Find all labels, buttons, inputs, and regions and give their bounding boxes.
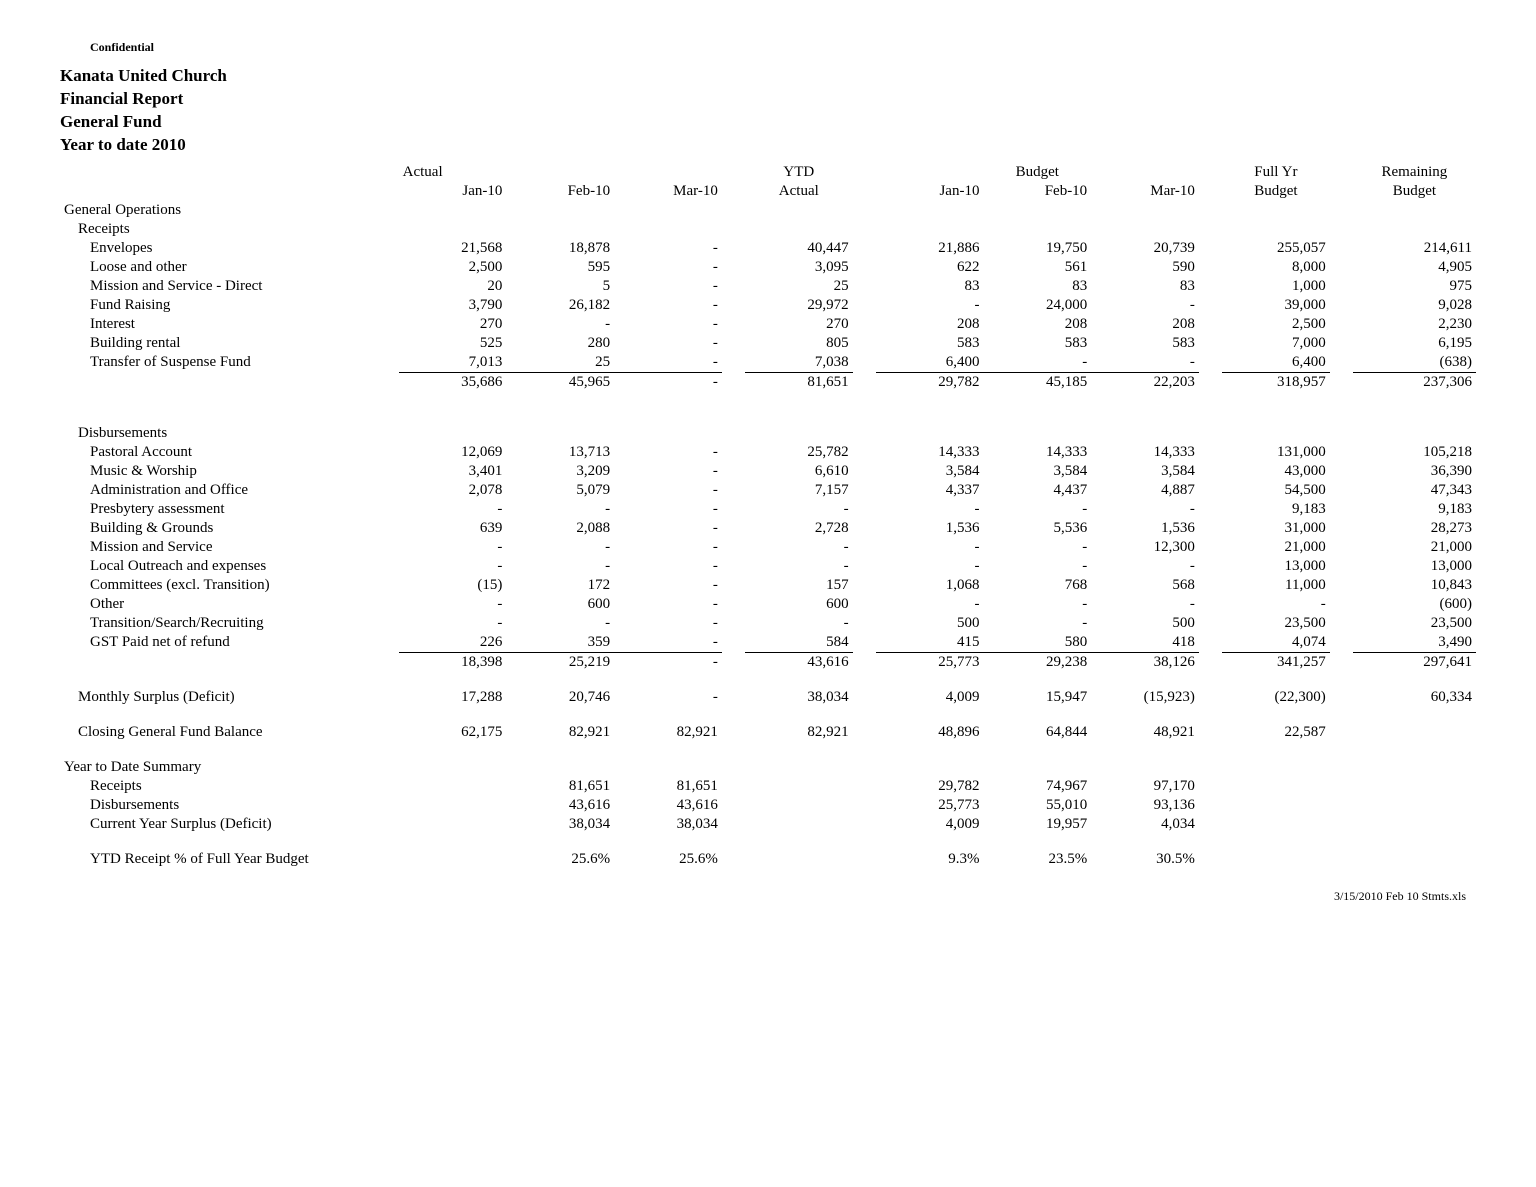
row-outreach: Local Outreach and expenses --- - --- 13… [60,557,1476,576]
row-loose: Loose and other 2,500595- 3,095 62256159… [60,258,1476,277]
row-other: Other -600- 600 --- -(600) [60,595,1476,614]
section-receipts: Receipts [60,220,1476,239]
title-report: Financial Report [60,88,1476,111]
hdr-b-mar: Mar-10 [1091,182,1199,201]
row-building-rental: Building rental 525280- 805 583583583 7,… [60,334,1476,353]
hdr-remaining: Remaining [1353,163,1476,182]
row-pastoral: Pastoral Account 12,06913,713- 25,782 14… [60,443,1476,462]
hdr-rem-budget: Budget [1353,182,1476,201]
row-transition: Transition/Search/Recruiting --- - 500-5… [60,614,1476,633]
header-row-2: Jan-10 Feb-10 Mar-10 Actual Jan-10 Feb-1… [60,182,1476,201]
hdr-ytd: YTD [745,163,853,182]
row-interest: Interest 270-- 270 208208208 2,5002,230 [60,315,1476,334]
row-ytd-disb: Disbursements 43,61643,616 25,77355,0109… [60,796,1476,815]
report-titles: Kanata United Church Financial Report Ge… [60,65,1476,157]
footer-filename: 3/15/2010 Feb 10 Stmts.xls [60,889,1476,904]
financial-table: Actual YTD Budget Full Yr Remaining Jan-… [60,163,1476,869]
row-mission-direct: Mission and Service - Direct 205- 25 838… [60,277,1476,296]
row-surplus: Monthly Surplus (Deficit) 17,28820,746- … [60,688,1476,707]
hdr-a-feb: Feb-10 [506,182,614,201]
row-mission-service: Mission and Service --- - --12,300 21,00… [60,538,1476,557]
title-org: Kanata United Church [60,65,1476,88]
confidential-label: Confidential [90,40,1476,55]
row-committees: Committees (excl. Transition) (15)172- 1… [60,576,1476,595]
row-suspense: Transfer of Suspense Fund 7,01325- 7,038… [60,353,1476,373]
row-fundraising: Fund Raising 3,79026,182- 29,972 -24,000… [60,296,1476,315]
row-receipts-total: 35,68645,965- 81,651 29,78245,18522,203 … [60,372,1476,392]
title-fund: General Fund [60,111,1476,134]
row-presbytery: Presbytery assessment --- - --- 9,1839,1… [60,500,1476,519]
row-music: Music & Worship 3,4013,209- 6,610 3,5843… [60,462,1476,481]
hdr-fy-budget: Budget [1222,182,1330,201]
hdr-a-jan: Jan-10 [399,182,507,201]
financial-report-page: Confidential Kanata United Church Financ… [0,0,1536,934]
hdr-b-feb: Feb-10 [983,182,1091,201]
row-closing-balance: Closing General Fund Balance 62,17582,92… [60,723,1476,742]
section-ytd-summary: Year to Date Summary [60,758,1476,777]
row-ytd-pct: YTD Receipt % of Full Year Budget 25.6%2… [60,850,1476,869]
title-period: Year to date 2010 [60,134,1476,157]
hdr-actual: Actual [399,163,507,182]
row-admin: Administration and Office 2,0785,079- 7,… [60,481,1476,500]
hdr-ytd-actual: Actual [745,182,853,201]
row-ytd-surplus: Current Year Surplus (Deficit) 38,03438,… [60,815,1476,834]
row-envelopes: Envelopes 21,56818,878- 40,447 21,88619,… [60,239,1476,258]
hdr-a-mar: Mar-10 [614,182,722,201]
section-general-operations: General Operations [60,201,1476,220]
hdr-b-jan: Jan-10 [876,182,984,201]
row-building-grounds: Building & Grounds 6392,088- 2,728 1,536… [60,519,1476,538]
section-disbursements: Disbursements [60,424,1476,443]
row-disb-total: 18,39825,219- 43,616 25,77329,23838,126 … [60,652,1476,672]
hdr-budget: Budget [983,163,1091,182]
header-row-1: Actual YTD Budget Full Yr Remaining [60,163,1476,182]
row-ytd-receipts: Receipts 81,65181,651 29,78274,96797,170 [60,777,1476,796]
row-gst: GST Paid net of refund 226359- 584 41558… [60,633,1476,653]
hdr-fullyr: Full Yr [1222,163,1330,182]
